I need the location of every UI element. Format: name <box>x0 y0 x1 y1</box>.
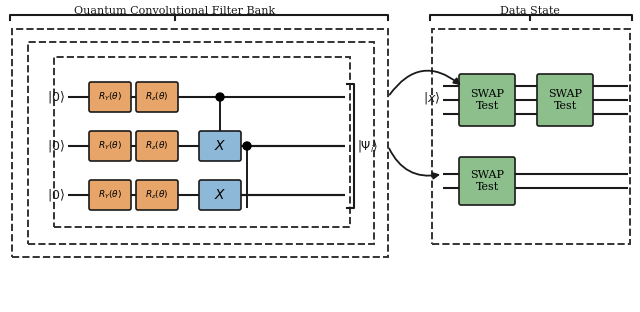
FancyBboxPatch shape <box>89 82 131 112</box>
Text: Quantum Convolutional Filter Bank: Quantum Convolutional Filter Bank <box>74 6 276 16</box>
FancyBboxPatch shape <box>537 74 593 126</box>
FancyBboxPatch shape <box>136 131 178 161</box>
Text: $R_z(\theta)$: $R_z(\theta)$ <box>145 189 169 201</box>
Text: SWAP
Test: SWAP Test <box>548 89 582 111</box>
Circle shape <box>243 142 251 150</box>
Text: Data State: Data State <box>500 6 560 16</box>
Text: $X$: $X$ <box>214 139 226 153</box>
Text: $R_Y(\theta)$: $R_Y(\theta)$ <box>98 140 122 152</box>
Text: SWAP
Test: SWAP Test <box>470 89 504 111</box>
FancyBboxPatch shape <box>459 157 515 205</box>
Text: $|x\rangle$: $|x\rangle$ <box>422 90 440 106</box>
Text: $X$: $X$ <box>214 188 226 202</box>
Circle shape <box>216 93 224 101</box>
Text: $|0\rangle$: $|0\rangle$ <box>47 89 65 105</box>
Text: $R_Y(\theta)$: $R_Y(\theta)$ <box>98 91 122 103</box>
FancyBboxPatch shape <box>199 180 241 210</box>
FancyBboxPatch shape <box>199 131 241 161</box>
Text: $|0\rangle$: $|0\rangle$ <box>47 138 65 154</box>
Text: $R_z(\theta)$: $R_z(\theta)$ <box>145 140 169 152</box>
FancyBboxPatch shape <box>89 180 131 210</box>
FancyBboxPatch shape <box>136 82 178 112</box>
FancyBboxPatch shape <box>459 74 515 126</box>
Text: $R_Y(\theta)$: $R_Y(\theta)$ <box>98 189 122 201</box>
Text: $|0\rangle$: $|0\rangle$ <box>47 187 65 203</box>
Text: $|\Psi_i\rangle$: $|\Psi_i\rangle$ <box>357 138 378 154</box>
FancyBboxPatch shape <box>136 180 178 210</box>
Text: $R_z(\theta)$: $R_z(\theta)$ <box>145 91 169 103</box>
Text: SWAP
Test: SWAP Test <box>470 170 504 192</box>
FancyBboxPatch shape <box>89 131 131 161</box>
